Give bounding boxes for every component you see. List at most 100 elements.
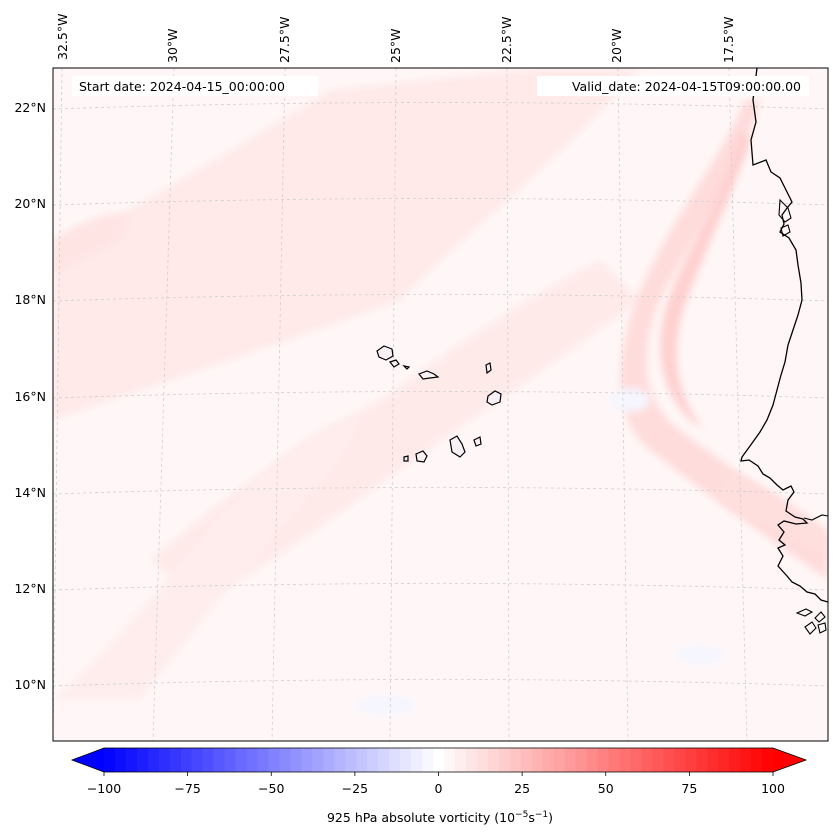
- colorbar-cell: [158, 748, 171, 772]
- map-panel: Start date: 2024-04-15_00:00:00 Valid_da…: [52, 67, 829, 742]
- colorbar-cell: [268, 748, 281, 772]
- colorbar-tick-label: −75: [174, 781, 200, 796]
- colorbar-cell: [378, 748, 390, 772]
- colorbar-cell: [246, 748, 259, 772]
- colorbar-title-exponent-1: −5: [515, 810, 528, 820]
- colorbar-cell: [191, 748, 204, 772]
- colorbar-cell: [498, 748, 511, 772]
- colorbar-cell: [147, 748, 160, 772]
- colorbar-cell: [400, 748, 412, 772]
- meridian-line: [728, 68, 748, 741]
- colorbar-cell: [597, 748, 610, 772]
- lon-label: 32.5°W: [55, 14, 70, 60]
- meridian-line: [53, 68, 63, 741]
- colorbar-cell: [520, 748, 533, 772]
- lat-label: 16°N: [14, 389, 46, 404]
- colorbar-cell: [279, 748, 292, 772]
- colorbar-cell: [367, 748, 379, 772]
- valid-date-box: [537, 76, 809, 96]
- colorbar-tick-label: 75: [681, 781, 697, 796]
- colorbar-cell: [685, 748, 697, 772]
- colorbar-title-end: ): [548, 810, 553, 825]
- parallel-line: [53, 679, 828, 687]
- parallel-line: [53, 102, 828, 110]
- vorticity-patch-south-coast: [720, 470, 828, 560]
- colorbar-cell: [586, 748, 599, 772]
- colorbar-cell: [454, 748, 467, 772]
- colorbar-cell: [674, 748, 686, 772]
- colorbar-cell: [290, 748, 303, 772]
- latitude-labels: 22°N 20°N 18°N 16°N 14°N 12°N 10°N: [14, 100, 46, 692]
- colorbar-cell: [235, 748, 248, 772]
- colorbar-cell: [564, 748, 577, 772]
- colorbar-cell: [542, 748, 555, 772]
- colorbar-ticks: −100 −75 −50 −25 0 25 50 75 100: [87, 772, 785, 796]
- colorbar-cell: [125, 748, 138, 772]
- negative-vorticity-patch: [355, 695, 415, 715]
- colorbar-cell: [575, 748, 588, 772]
- lat-label: 18°N: [14, 292, 46, 307]
- vorticity-band-coastal: [620, 100, 828, 580]
- colorbar-cells: [104, 748, 774, 772]
- lat-label: 22°N: [14, 100, 46, 115]
- colorbar-cell: [729, 748, 741, 772]
- colorbar-cell: [509, 748, 522, 772]
- colorbar-cell: [630, 748, 642, 772]
- start-date-label: Start date: 2024-04-15_00:00:00: [79, 79, 285, 94]
- meridian-line: [506, 68, 510, 741]
- meridian-gridlines: [53, 68, 748, 741]
- colorbar-title: 925 hPa absolute vorticity (10−5s−1): [327, 810, 553, 825]
- lon-label: 25°W: [388, 28, 403, 63]
- colorbar-cell: [740, 748, 752, 772]
- colorbar-cell: [104, 748, 116, 772]
- colorbar-cell: [411, 748, 423, 772]
- vorticity-band-south: [53, 420, 360, 700]
- lon-label: 22.5°W: [499, 17, 514, 63]
- lat-label: 10°N: [14, 677, 46, 692]
- colorbar-extend-negative: [72, 748, 104, 772]
- colorbar: −100 −75 −50 −25 0 25 50 75 100 925 hPa absolute…: [70, 747, 808, 825]
- colorbar-cell: [762, 748, 774, 772]
- lat-label: 12°N: [14, 581, 46, 596]
- island-boa-vista: [486, 390, 502, 406]
- island-maio: [473, 436, 482, 447]
- colorbar-cell: [356, 748, 368, 772]
- colorbar-cell: [114, 748, 127, 772]
- colorbar-cell: [652, 748, 664, 772]
- meridian-line: [617, 68, 629, 741]
- colorbar-extend-positive: [773, 748, 806, 772]
- island-fogo: [415, 450, 428, 463]
- colorbar-cell: [696, 748, 708, 772]
- colorbar-cell: [663, 748, 675, 772]
- colorbar-title-main: 925 hPa absolute vorticity (10: [327, 810, 515, 825]
- coast-islands: [778, 198, 828, 635]
- map-frame: [52, 67, 829, 742]
- lat-label: 14°N: [14, 485, 46, 500]
- colorbar-cell: [553, 748, 566, 772]
- colorbar-cell: [334, 748, 346, 772]
- negative-vorticity-patch: [675, 645, 725, 665]
- colorbar-cell: [608, 748, 621, 772]
- parallel-line: [53, 487, 828, 495]
- colorbar-cell: [213, 748, 226, 772]
- parallel-line: [53, 198, 828, 206]
- lon-label: 17.5°W: [721, 17, 736, 63]
- colorbar-cell: [136, 748, 149, 772]
- lat-label: 20°N: [14, 196, 46, 211]
- colorbar-cell: [707, 748, 719, 772]
- west-africa-coastline: [740, 68, 828, 603]
- meridian-line: [389, 68, 397, 741]
- island-brava: [403, 455, 409, 462]
- colorbar-cell: [169, 748, 182, 772]
- parallel-line: [53, 391, 828, 399]
- lon-label: 27.5°W: [277, 17, 292, 63]
- colorbar-cell: [301, 748, 313, 772]
- colorbar-cell: [751, 748, 763, 772]
- meridian-line: [152, 68, 175, 741]
- colorbar-tick-label: 25: [514, 781, 530, 796]
- island-sal: [485, 362, 492, 375]
- colorbar-tick-label: −100: [87, 781, 121, 796]
- vorticity-patch-west: [53, 213, 130, 275]
- vorticity-band-north: [53, 68, 640, 420]
- vorticity-field: [53, 68, 828, 741]
